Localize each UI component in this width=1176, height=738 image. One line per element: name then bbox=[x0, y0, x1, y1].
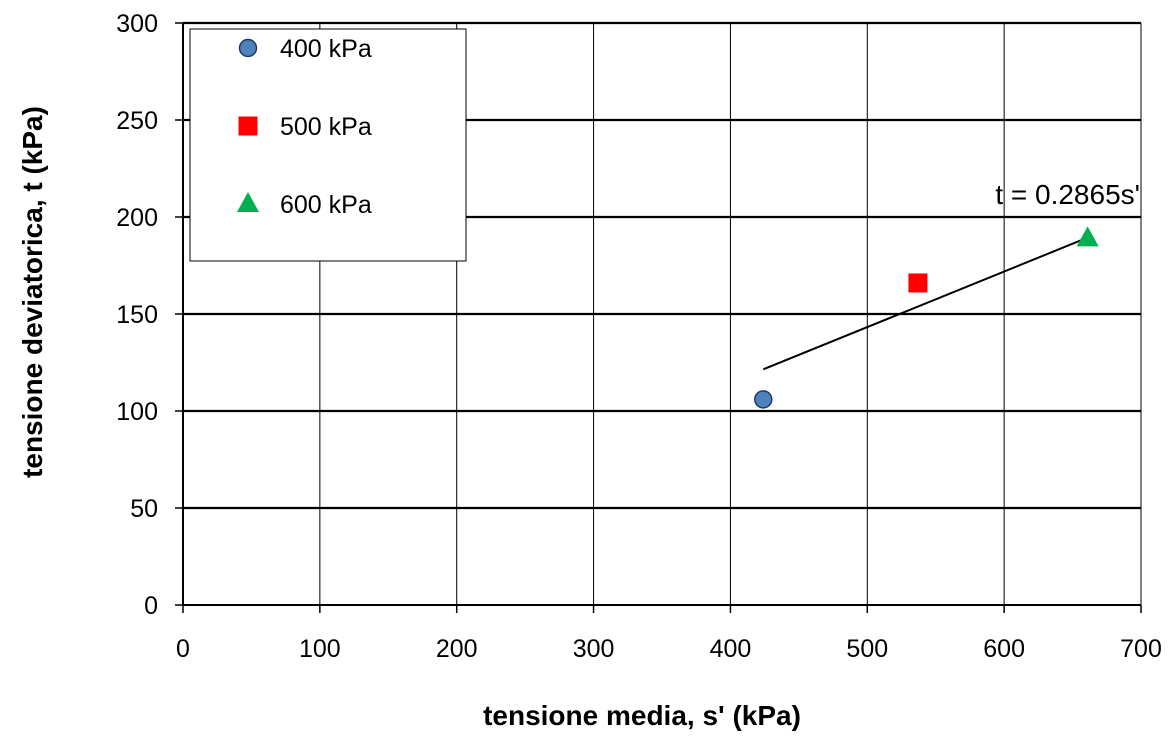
legend: 400 kPa 500 kPa 600 kPa bbox=[189, 28, 467, 262]
axes bbox=[175, 22, 1142, 613]
y-tick-label: 300 bbox=[116, 10, 158, 38]
y-axis-title: tensione deviatorica, t (kPa) bbox=[17, 106, 48, 478]
legend-box bbox=[189, 28, 467, 262]
legend-marker bbox=[238, 38, 258, 58]
x-tick-label: 600 bbox=[983, 635, 1025, 663]
legend-label: 600 kPa bbox=[280, 191, 372, 219]
x-tick-label: 400 bbox=[710, 635, 752, 663]
y-tick-label: 150 bbox=[116, 301, 158, 329]
x-tick-label: 500 bbox=[846, 635, 888, 663]
legend-marker bbox=[237, 192, 259, 212]
trendline: t = 0.2865s' bbox=[762, 179, 1140, 371]
trendline-line bbox=[762, 236, 1089, 371]
legend-marker bbox=[238, 116, 258, 136]
x-tick-label: 100 bbox=[299, 635, 341, 663]
y-tick-label: 200 bbox=[116, 204, 158, 232]
y-tick-label: 250 bbox=[116, 107, 158, 135]
x-tick-label: 0 bbox=[176, 635, 190, 663]
legend-label: 400 kPa bbox=[280, 35, 372, 63]
y-tick-label: 100 bbox=[116, 398, 158, 426]
data-point bbox=[908, 273, 928, 293]
data-point bbox=[754, 390, 773, 409]
y-tick-label: 0 bbox=[144, 592, 158, 620]
trendline-equation: t = 0.2865s' bbox=[995, 179, 1140, 210]
data-points bbox=[754, 226, 1099, 409]
y-tick-label: 50 bbox=[130, 495, 158, 523]
data-point bbox=[1076, 226, 1099, 247]
x-tick-label: 700 bbox=[1120, 635, 1162, 663]
tick-labels: 0 100 200 300 400 500 600 700 0 50 100 150 200 250 300 bbox=[116, 10, 1162, 663]
x-axis-title: tensione media, s' (kPa) bbox=[483, 700, 801, 731]
x-tick-label: 300 bbox=[573, 635, 615, 663]
legend-label: 500 kPa bbox=[280, 113, 372, 141]
x-tick-label: 200 bbox=[436, 635, 478, 663]
